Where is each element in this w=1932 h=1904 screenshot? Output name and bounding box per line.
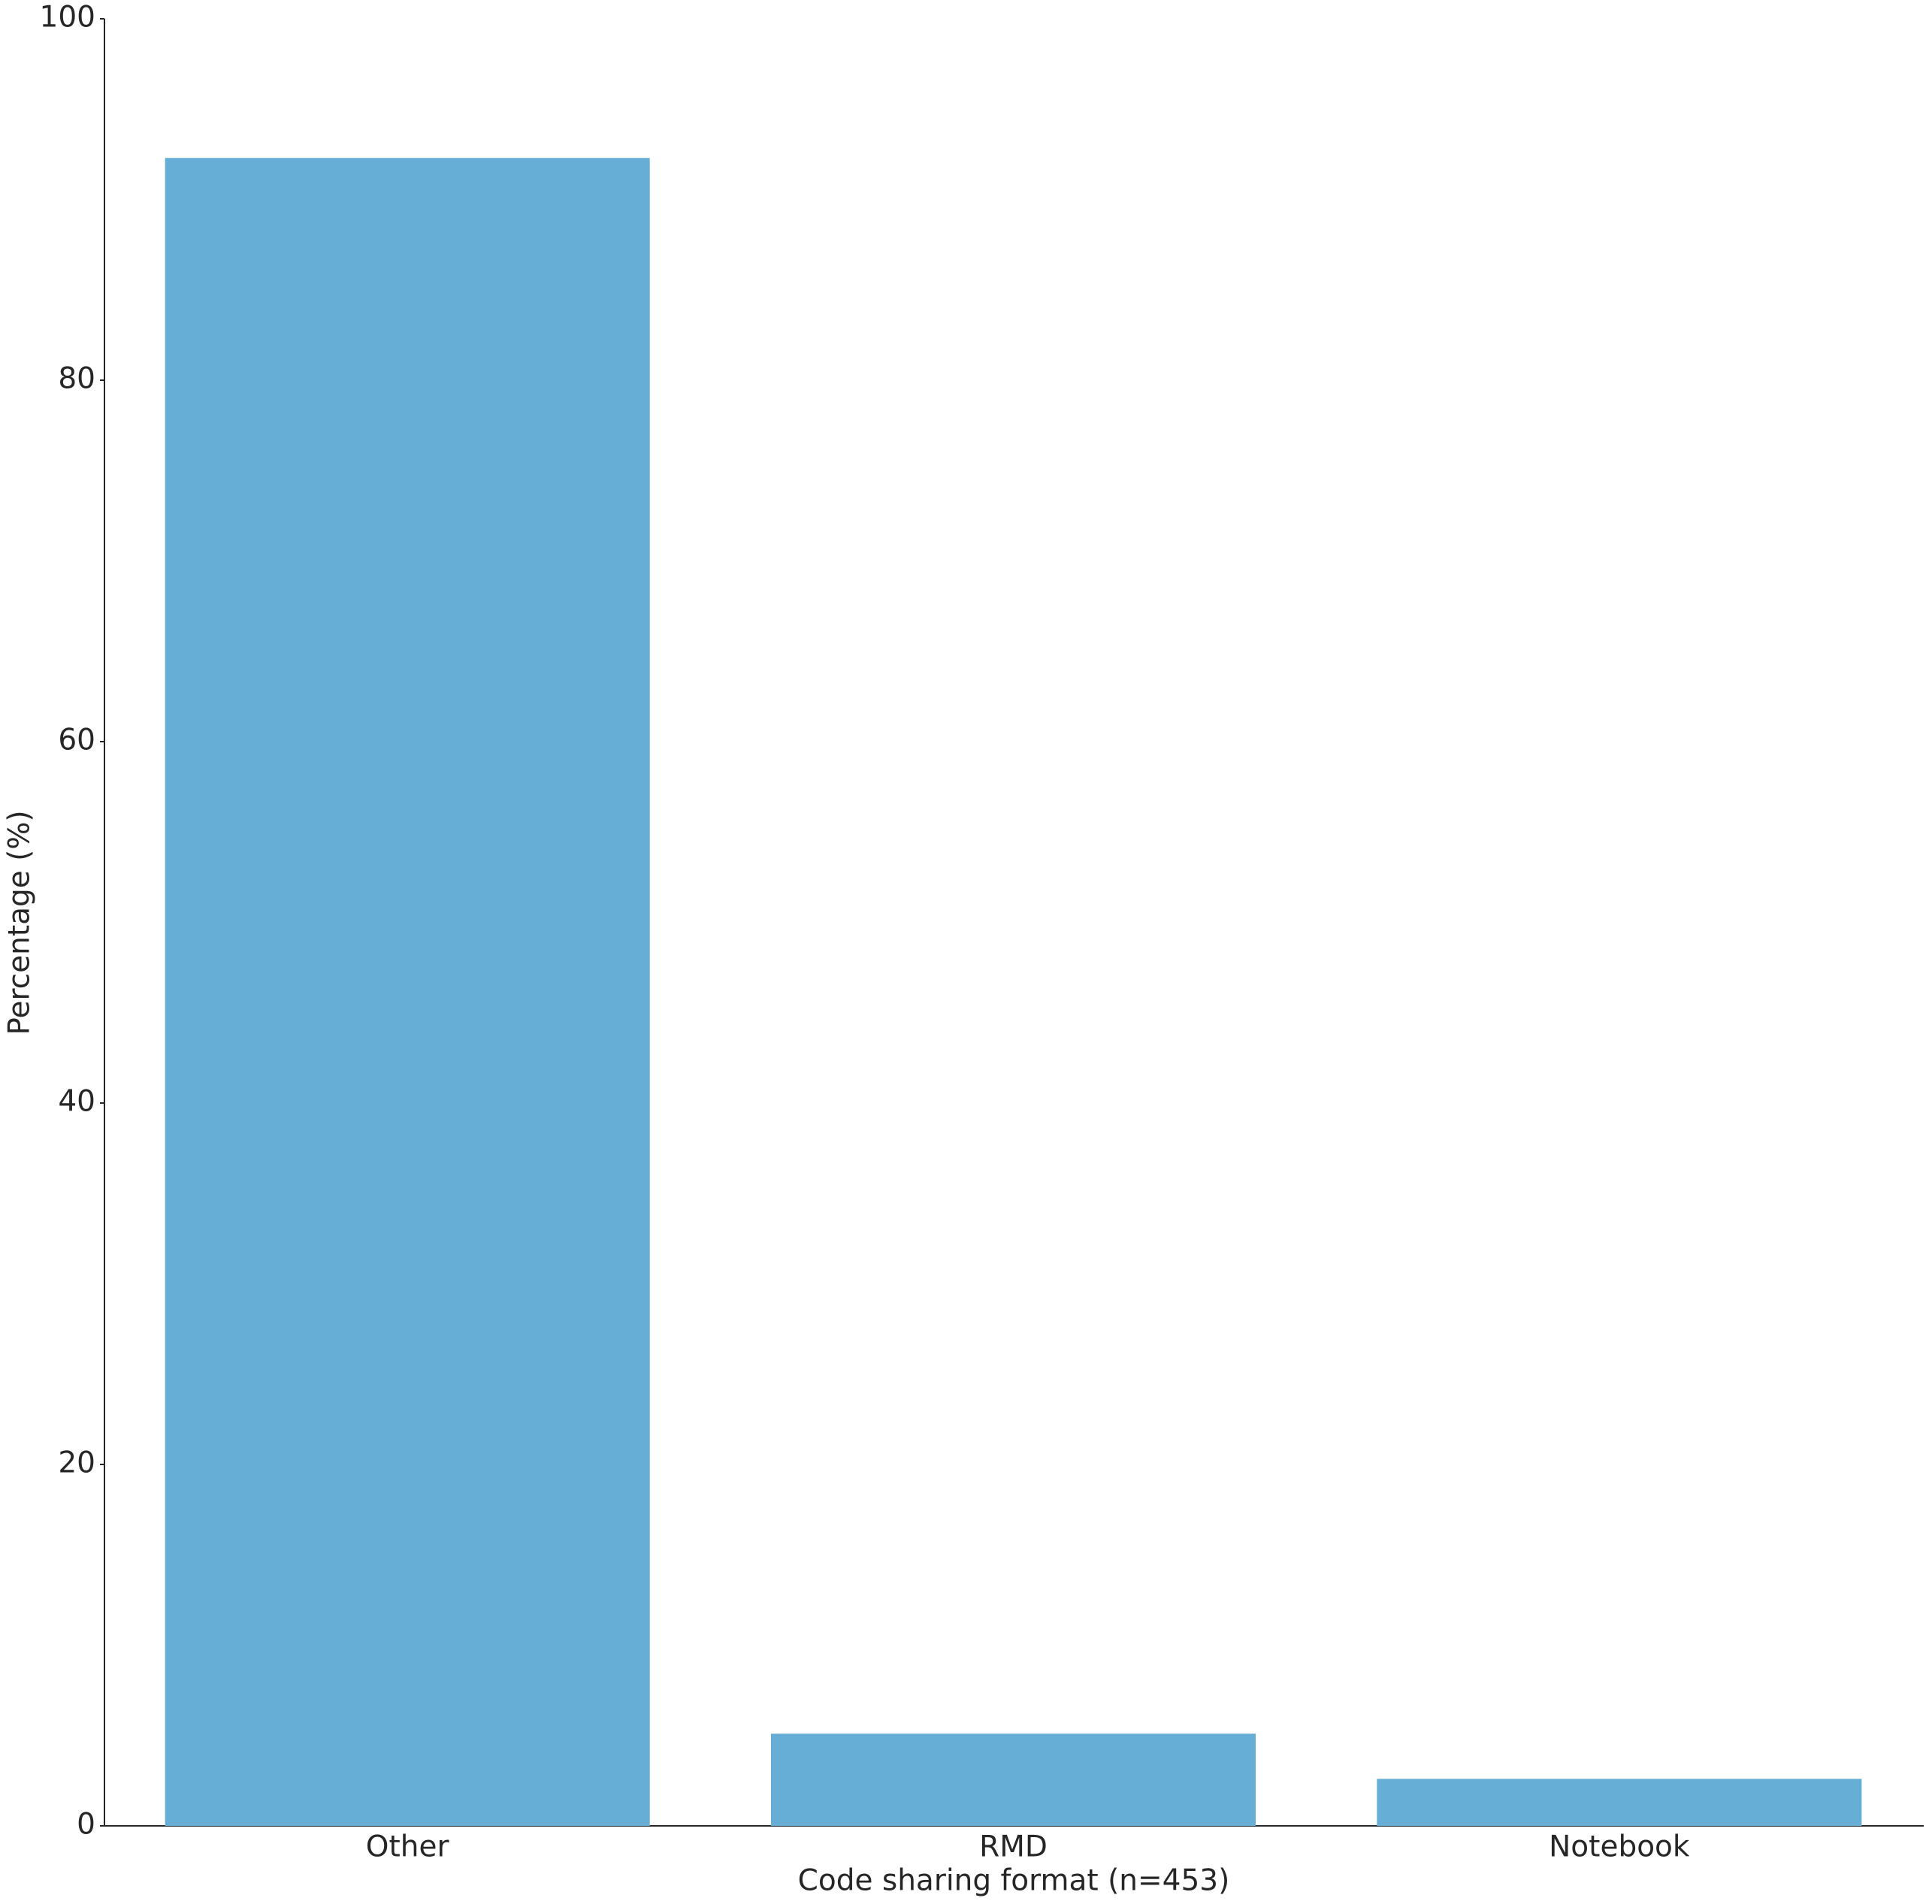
x-tick-label: RMD xyxy=(979,1830,1048,1864)
x-tick-label: Notebook xyxy=(1549,1830,1690,1864)
y-tick-label: 60 xyxy=(58,724,95,757)
y-tick-label: 40 xyxy=(58,1085,95,1119)
bar xyxy=(165,158,650,1826)
x-tick-label: Other xyxy=(366,1830,450,1864)
bar xyxy=(1377,1779,1862,1826)
y-tick-label: 20 xyxy=(58,1446,95,1480)
bar xyxy=(770,1733,1256,1826)
x-axis-label: Code sharing format (n=453) xyxy=(798,1864,1230,1898)
y-tick-label: 100 xyxy=(40,1,95,35)
y-axis-label: Percentage (%) xyxy=(3,810,37,1035)
y-tick-label: 80 xyxy=(58,362,95,396)
y-tick-label: 0 xyxy=(77,1808,95,1842)
